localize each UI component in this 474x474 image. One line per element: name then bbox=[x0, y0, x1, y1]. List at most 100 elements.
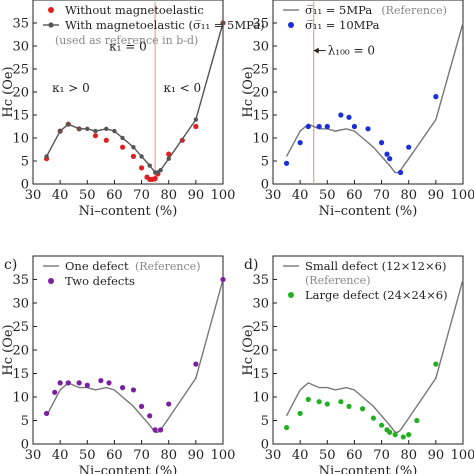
data-point bbox=[138, 403, 145, 409]
panel-a: 30 40 50 60 70 80 90 100 0 5 10 15 20 25 30 35 Ni–conten… bbox=[1, 0, 265, 219]
data-point bbox=[433, 94, 439, 100]
y-tick-label: 35 bbox=[252, 17, 269, 32]
data-point bbox=[152, 427, 158, 433]
x-axis-label: Ni–content (%) bbox=[79, 204, 178, 219]
annotation-arrowhead bbox=[313, 47, 319, 54]
data-point bbox=[44, 154, 49, 159]
x-tick-label: 60 bbox=[106, 188, 123, 203]
data-point bbox=[65, 380, 71, 386]
data-point bbox=[193, 117, 199, 122]
data-point bbox=[166, 156, 171, 161]
data-point bbox=[93, 128, 98, 134]
y-tick-label: 15 bbox=[12, 367, 29, 382]
x-tick-label: 90 bbox=[188, 448, 205, 463]
x-tick-label: 40 bbox=[292, 188, 309, 203]
x-tick-label: 80 bbox=[400, 448, 417, 463]
data-point bbox=[119, 144, 126, 150]
annotation-kappa-negative: κ₁ < 0 bbox=[163, 81, 201, 95]
x-tick-label: 100 bbox=[451, 188, 474, 203]
data-point bbox=[131, 145, 136, 150]
panel-b: 30 40 50 60 70 80 90 100 0 5 10 15 20 25 30 35 Ni–conten… bbox=[241, 0, 474, 219]
y-tick-label: 5 bbox=[261, 414, 269, 429]
y-tick-label: 10 bbox=[252, 132, 269, 147]
x-tick-label: 40 bbox=[52, 448, 69, 463]
data-point bbox=[305, 123, 311, 130]
legend-marker bbox=[288, 292, 294, 298]
legend-label: (used as reference in b-d) bbox=[55, 34, 198, 47]
data-point bbox=[57, 128, 63, 134]
data-point bbox=[52, 389, 58, 395]
data-point bbox=[106, 380, 112, 386]
panel-label: c) bbox=[4, 257, 17, 273]
data-point bbox=[346, 114, 352, 120]
y-tick-label: 35 bbox=[12, 273, 29, 288]
legend-marker bbox=[48, 278, 54, 284]
y-tick-label: 30 bbox=[252, 297, 269, 312]
data-point bbox=[338, 399, 344, 405]
legend-label: Two defects bbox=[65, 274, 135, 288]
legend-label: With magnetoelastic (σ̅₁₁ = 5MPa) bbox=[65, 18, 265, 32]
data-point bbox=[324, 401, 330, 407]
data-point bbox=[414, 417, 420, 424]
series-line bbox=[45, 279, 224, 433]
y-tick-label: 0 bbox=[21, 438, 29, 453]
legend-sublabel: (Reference) bbox=[381, 4, 446, 17]
data-point bbox=[103, 137, 109, 143]
x-tick-label: 100 bbox=[451, 448, 474, 463]
data-point bbox=[98, 377, 104, 384]
data-point bbox=[57, 380, 63, 386]
y-tick-label: 25 bbox=[12, 63, 29, 78]
y-tick-label: 20 bbox=[252, 86, 269, 101]
x-tick-label: 60 bbox=[346, 448, 363, 463]
y-axis-label: Hc (Oe) bbox=[241, 66, 256, 117]
x-tick-label: 70 bbox=[133, 188, 150, 203]
data-point bbox=[147, 413, 153, 419]
y-tick-label: 5 bbox=[261, 155, 269, 170]
data-point bbox=[84, 382, 90, 388]
x-tick-label: 50 bbox=[319, 448, 336, 463]
x-tick-label: 70 bbox=[373, 188, 390, 203]
data-point bbox=[338, 112, 344, 118]
data-point bbox=[378, 422, 385, 428]
y-tick-label: 10 bbox=[252, 391, 269, 406]
data-point bbox=[387, 156, 393, 162]
data-point bbox=[220, 276, 226, 283]
data-point bbox=[112, 128, 117, 134]
data-point bbox=[400, 434, 406, 440]
data-point bbox=[370, 415, 377, 421]
legend-label: σ̅₁₁ = 10MPa bbox=[305, 18, 380, 32]
data-point bbox=[397, 169, 404, 176]
panel-d: 30 40 50 60 70 80 90 100 0 5 10 15 20 25 30 35 Ni–conten… bbox=[241, 255, 474, 474]
x-axis-label: Ni–content (%) bbox=[319, 464, 418, 474]
data-point bbox=[193, 361, 199, 367]
data-point bbox=[104, 126, 109, 131]
data-point bbox=[359, 406, 366, 412]
y-tick-label: 15 bbox=[252, 109, 269, 124]
data-point bbox=[346, 403, 352, 409]
y-axis-label: Hc (Oe) bbox=[1, 66, 16, 117]
y-tick-label: 30 bbox=[252, 40, 269, 55]
data-point bbox=[387, 429, 393, 435]
x-tick-label: 80 bbox=[160, 448, 177, 463]
x-tick-label: 60 bbox=[106, 448, 123, 463]
x-tick-label: 50 bbox=[79, 188, 96, 203]
legend-sublabel: (Reference) bbox=[305, 274, 370, 287]
x-tick-label: 70 bbox=[373, 448, 390, 463]
data-point bbox=[66, 122, 71, 127]
y-tick-label: 20 bbox=[12, 344, 29, 359]
data-point bbox=[351, 123, 358, 130]
legend-sublabel: (Reference) bbox=[135, 260, 200, 273]
y-tick-label: 0 bbox=[21, 178, 29, 193]
data-point bbox=[220, 20, 226, 26]
data-point bbox=[324, 123, 330, 130]
legend-label: Small defect (12×12×6) bbox=[305, 259, 446, 273]
y-tick-label: 5 bbox=[21, 414, 29, 429]
y-tick-label: 25 bbox=[12, 320, 29, 335]
x-tick-label: 30 bbox=[265, 448, 282, 463]
data-point bbox=[305, 396, 311, 402]
data-point bbox=[138, 165, 145, 171]
y-tick-label: 25 bbox=[252, 63, 269, 78]
data-point bbox=[120, 135, 125, 141]
y-tick-label: 0 bbox=[261, 438, 269, 453]
data-point bbox=[166, 401, 172, 407]
